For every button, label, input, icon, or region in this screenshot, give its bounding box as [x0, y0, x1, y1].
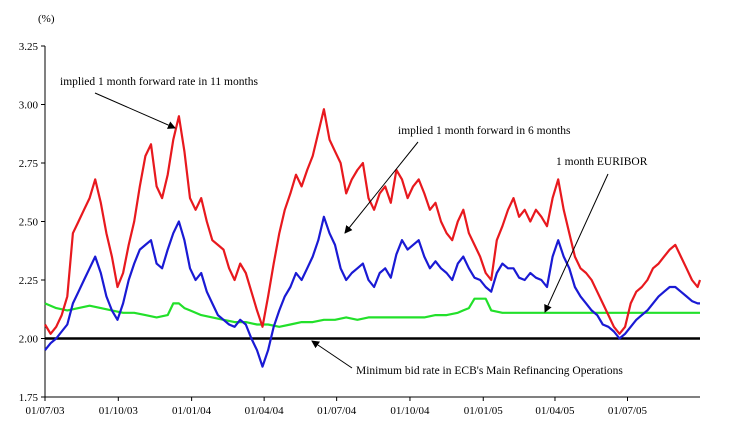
x-tick-label: 01/01/05 [464, 405, 504, 417]
y-tick-label: 2.25 [19, 275, 39, 287]
y-tick-label: 2.00 [19, 334, 39, 346]
x-tick-label: 01/04/04 [245, 405, 285, 417]
annotation-ecb-arrow [311, 340, 353, 369]
annotation-11m-arrow [94, 92, 176, 129]
x-tick-label: 01/10/03 [99, 405, 139, 417]
series-line-forward-6m [44, 215, 700, 368]
x-tick-label: 01/01/04 [172, 405, 212, 417]
y-tick-label: 2.50 [19, 217, 39, 229]
y-tick-label: 3.00 [19, 100, 39, 112]
y-tick-label: 1.75 [19, 392, 39, 404]
annotation-layer: implied 1 month forward rate in 11 month… [60, 76, 648, 377]
series-line-euribor [44, 297, 700, 328]
series-line-forward-11m [44, 108, 702, 335]
series-layer [44, 108, 702, 368]
x-tick-label: 01/10/04 [390, 405, 430, 417]
annotation-euribor-label: 1 month EURIBOR [556, 156, 648, 168]
y-unit-label: (%) [38, 13, 55, 25]
annotation-ecb-label: Minimum bid rate in ECB's Main Refinanci… [356, 365, 623, 377]
x-tick-label: 01/04/05 [535, 405, 575, 417]
x-tick-label: 01/07/05 [608, 405, 648, 417]
x-tick-label: 01/07/04 [317, 405, 357, 417]
y-tick-label: 3.25 [19, 41, 39, 53]
annotation-6m-arrow [344, 141, 419, 234]
x-axis: 01/07/03 01/10/03 01/01/04 01/04/04 01/07/04… [25, 396, 700, 417]
x-tick-label: 01/07/03 [25, 405, 65, 417]
annotation-11m-label: implied 1 month forward rate in 11 month… [60, 76, 258, 88]
y-tick-label: 2.75 [19, 158, 39, 170]
y-axis: 1.75 2.00 2.25 2.50 2.75 3.00 3.25 [19, 41, 46, 404]
annotation-euribor-arrow [544, 173, 609, 313]
annotation-6m-label: implied 1 month forward in 6 months [398, 125, 571, 137]
